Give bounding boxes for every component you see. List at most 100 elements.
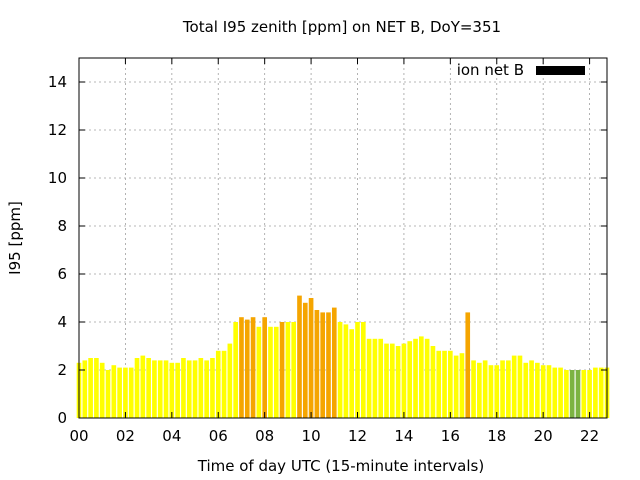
bar — [94, 358, 99, 418]
bar — [477, 362, 482, 418]
bar — [140, 355, 146, 418]
bar — [349, 329, 355, 418]
x-tick-label: 12 — [348, 427, 367, 445]
plot-frame — [78, 57, 608, 419]
bar — [314, 310, 320, 418]
bar — [593, 367, 598, 418]
bar — [210, 358, 215, 418]
bar — [233, 322, 238, 418]
bar — [407, 341, 413, 418]
bar — [430, 346, 436, 418]
x-tick-label: 14 — [394, 427, 413, 445]
x-axis-label: Time of day UTC (15-minute intervals) — [197, 457, 484, 475]
bar — [192, 360, 198, 418]
bar — [227, 343, 233, 418]
bar — [302, 302, 308, 418]
bar — [384, 343, 389, 418]
bar — [482, 360, 488, 418]
bar — [128, 367, 134, 418]
bar — [552, 367, 558, 418]
y-tick-label: 6 — [57, 265, 67, 283]
bar — [146, 358, 151, 418]
y-tick-label: 14 — [48, 73, 67, 91]
bar — [157, 360, 163, 418]
x-tick-label: 04 — [162, 427, 181, 445]
bar — [88, 358, 93, 418]
bar — [598, 367, 604, 418]
bar — [297, 295, 302, 418]
bar — [262, 317, 267, 418]
bar — [273, 326, 279, 418]
bar — [558, 367, 563, 418]
bar — [82, 360, 88, 418]
bar — [291, 322, 297, 418]
bar — [465, 312, 471, 418]
bar — [401, 343, 407, 418]
bar — [163, 360, 169, 418]
legend-swatch — [536, 66, 585, 75]
bar — [343, 324, 349, 418]
bar — [181, 358, 186, 418]
x-tick-label: 08 — [255, 427, 274, 445]
bar — [250, 317, 256, 418]
bar — [337, 322, 343, 418]
bar — [366, 338, 372, 418]
bar — [395, 346, 401, 418]
y-tick-label: 4 — [57, 313, 67, 331]
x-tick-label: 02 — [116, 427, 135, 445]
y-axis-label: I95 [ppm] — [6, 201, 24, 275]
bar — [448, 350, 453, 418]
y-tick-label: 8 — [57, 217, 67, 235]
x-tick-label: 18 — [487, 427, 506, 445]
bar — [587, 370, 592, 418]
bar — [117, 367, 122, 418]
bar — [378, 338, 384, 418]
bar — [331, 307, 337, 418]
bar — [488, 365, 494, 418]
bar-series — [76, 295, 610, 418]
bar — [134, 358, 140, 418]
bar — [123, 367, 128, 418]
bar — [186, 360, 192, 418]
bar — [494, 365, 500, 418]
x-tick-label: 22 — [580, 427, 599, 445]
bar — [169, 362, 175, 418]
bar — [268, 326, 273, 418]
bar — [535, 362, 540, 418]
x-tick-label: 20 — [534, 427, 553, 445]
bar — [540, 365, 546, 418]
bar — [523, 362, 529, 418]
bar — [529, 360, 534, 418]
bar — [360, 322, 366, 418]
bar — [285, 322, 291, 418]
bar — [215, 350, 221, 418]
y-tick-label: 2 — [57, 361, 67, 379]
legend: ion net B — [457, 61, 585, 79]
bar — [546, 365, 552, 418]
chart-title: Total I95 zenith [ppm] on NET B, DoY=351 — [182, 18, 501, 36]
bar — [239, 317, 244, 418]
bar — [105, 370, 111, 418]
bar — [355, 322, 360, 418]
legend-label: ion net B — [457, 61, 524, 79]
bar — [500, 360, 505, 418]
bar — [244, 319, 250, 418]
bar — [517, 355, 523, 418]
bar — [198, 358, 204, 418]
y-tick-label: 12 — [48, 121, 67, 139]
bar — [99, 362, 105, 418]
x-tick-label: 16 — [441, 427, 460, 445]
x-tick-label: 10 — [302, 427, 321, 445]
x-tick-label: 00 — [69, 427, 88, 445]
bar — [419, 336, 424, 418]
bar — [372, 338, 378, 418]
y-tick-label: 0 — [57, 409, 67, 427]
bar — [581, 370, 587, 418]
bar — [152, 360, 157, 418]
bar — [575, 370, 581, 418]
bar — [111, 365, 117, 418]
bar — [506, 360, 511, 418]
bar — [320, 312, 326, 418]
x-tick-label: 06 — [209, 427, 228, 445]
